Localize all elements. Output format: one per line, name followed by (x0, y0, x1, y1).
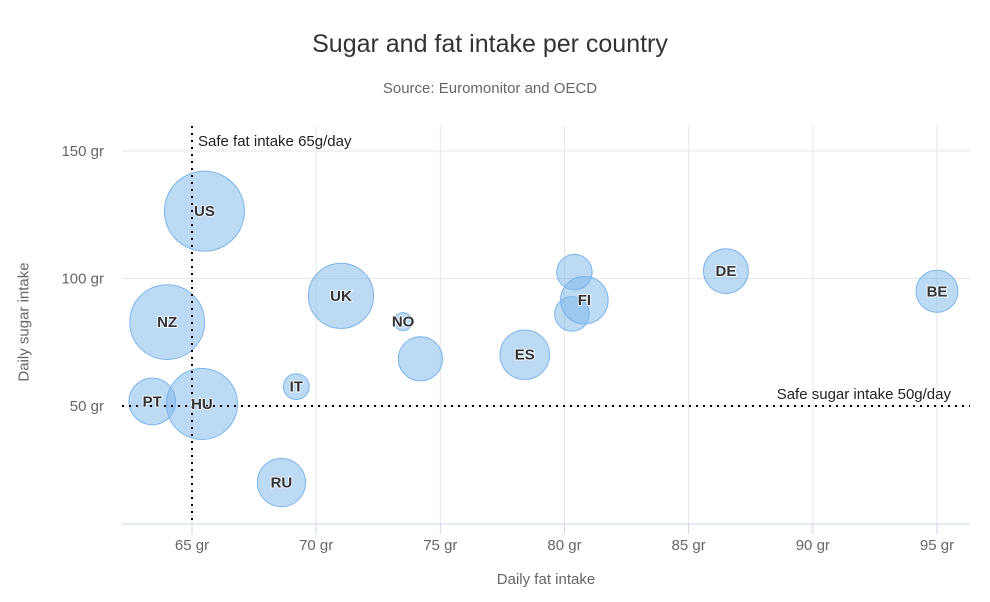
x-tick-label: 95 gr (920, 537, 954, 554)
x-tick-label: 85 gr (672, 537, 706, 554)
bubble-label-IT: IT (290, 379, 303, 396)
chart-title: Sugar and fat intake per country (312, 30, 668, 58)
y-tick-label: 100 gr (61, 271, 104, 288)
bubble-label-FI: FI (578, 292, 591, 309)
bubble-label-US: US (194, 203, 215, 220)
x-axis-title: Daily fat intake (496, 571, 596, 588)
bubble-label-HU: HU (191, 396, 213, 413)
bubble-unlabeled[interactable] (556, 253, 593, 291)
y-tick-label: 50 gr (70, 398, 104, 415)
bubble-ES[interactable] (499, 329, 551, 381)
y-tick-label: 150 gr (61, 143, 104, 160)
x-tick-label: 90 gr (796, 537, 830, 554)
bubble-label-NZ: NZ (157, 314, 177, 331)
bubble-label-NO: NO (392, 314, 415, 331)
bubble-NO[interactable] (393, 312, 413, 332)
bubble-label-BE: BE (927, 283, 948, 300)
bubble-RU[interactable] (256, 457, 306, 508)
plotline-label-safe-sugar: Safe sugar intake 50g/day (776, 386, 951, 403)
bubble-BE[interactable] (915, 269, 959, 313)
chart-subtitle: Source: Euromonitor and OECD (382, 80, 598, 97)
bubble-label-PT: PT (143, 393, 162, 410)
plotline-label-safe-fat: Safe fat intake 65g/day (198, 133, 352, 150)
bubble-label-ES: ES (515, 347, 535, 364)
bubble-NZ[interactable] (129, 284, 206, 361)
bubble-unlabeled[interactable] (554, 296, 590, 332)
x-tick-label: 80 gr (547, 537, 581, 554)
bubble-US[interactable] (163, 170, 245, 252)
bubble-IT[interactable] (282, 373, 310, 401)
bubble-PT[interactable] (128, 377, 177, 426)
x-tick-label: 75 gr (423, 537, 457, 554)
bubble-unlabeled[interactable] (397, 336, 444, 382)
x-tick-label: 70 gr (299, 537, 333, 554)
bubble-label-UK: UK (330, 288, 352, 305)
x-tick-label: 65 gr (175, 537, 209, 554)
bubble-DE[interactable] (703, 248, 749, 295)
bubble-label-DE: DE (715, 263, 736, 280)
bubble-label-RU: RU (271, 475, 293, 492)
bubble-UK[interactable] (307, 262, 375, 329)
